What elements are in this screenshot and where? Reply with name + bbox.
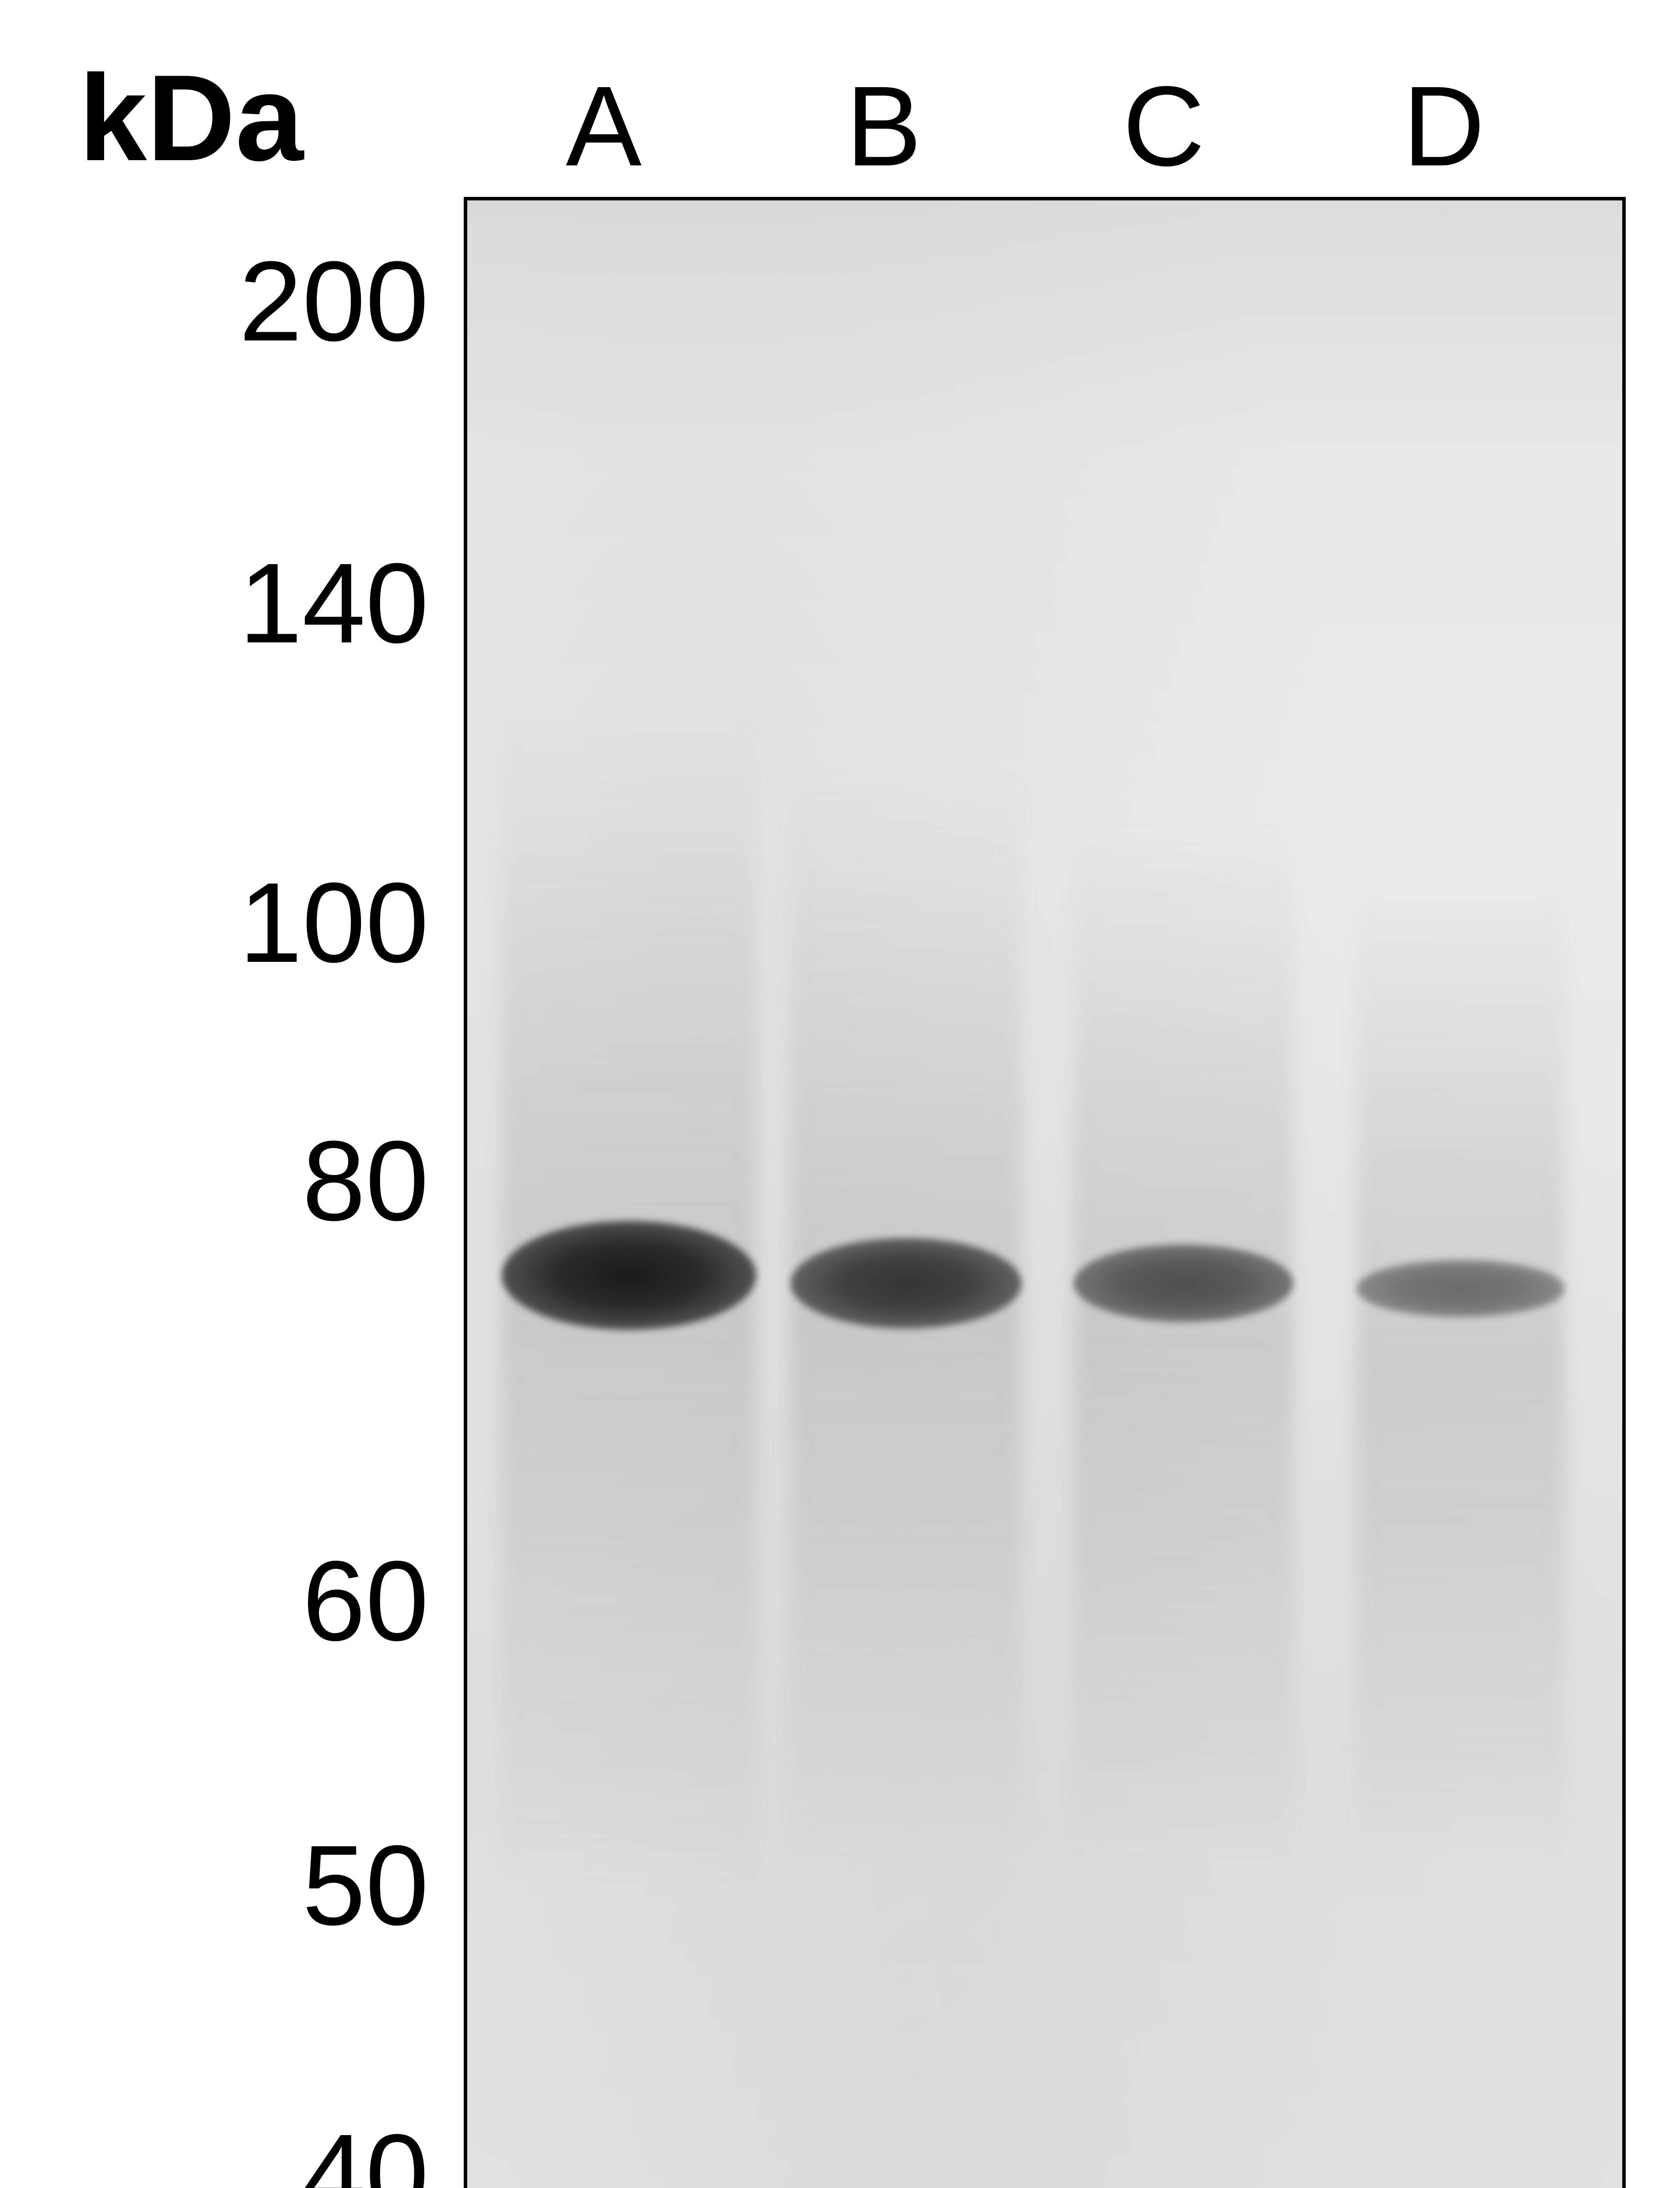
y-tick-140: 140 <box>0 538 429 669</box>
y-tick-60: 60 <box>0 1536 429 1667</box>
y-axis-unit: kDa <box>79 48 304 189</box>
y-tick-200: 200 <box>0 236 429 367</box>
band-lane-b <box>791 1238 1022 1329</box>
band-lane-c <box>1074 1245 1293 1322</box>
blot-membrane <box>464 197 1626 2188</box>
band-lane-a <box>502 1221 756 1330</box>
band-lane-d <box>1357 1260 1564 1317</box>
y-tick-40: 40 <box>0 2109 429 2188</box>
y-tick-80: 80 <box>0 1116 429 1247</box>
lane-label-a: A <box>560 61 648 192</box>
y-tick-100: 100 <box>0 858 429 989</box>
lane-smear-c <box>1074 822 1293 1858</box>
lane-smear-d <box>1357 874 1564 1858</box>
y-tick-50: 50 <box>0 1820 429 1951</box>
western-blot-figure: kDa A B C D 200 140 100 80 60 50 40 30 2… <box>0 0 1680 2188</box>
lane-label-c: C <box>1120 61 1208 192</box>
lane-label-b: B <box>840 61 928 192</box>
lane-label-d: D <box>1400 61 1488 192</box>
